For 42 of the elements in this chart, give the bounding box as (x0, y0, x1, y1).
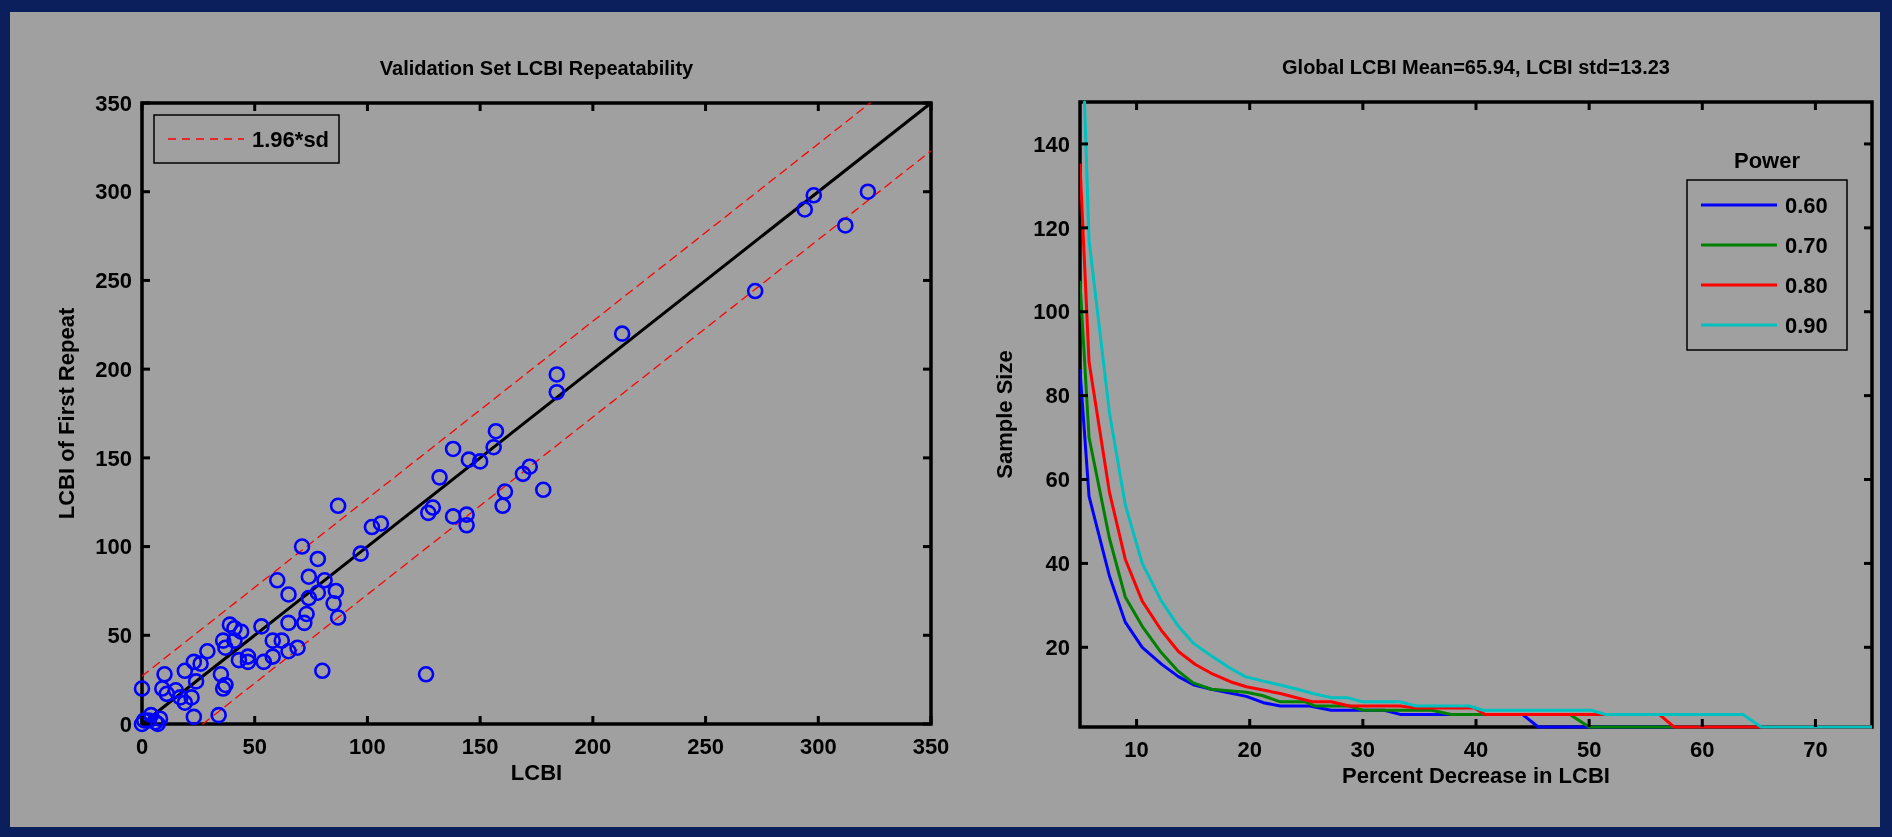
x-tick-label: 40 (1463, 737, 1489, 762)
y-tick-label: 140 (1033, 131, 1070, 157)
x-tick-label: 70 (1803, 737, 1828, 762)
y-tick-label: 20 (1045, 635, 1070, 660)
x-tick-label: 250 (687, 734, 724, 759)
x-tick-label: 50 (242, 734, 267, 759)
y-tick-label: 50 (107, 622, 132, 648)
y-tick-label: 120 (1033, 215, 1070, 241)
y-tick-label: 100 (95, 534, 132, 560)
legend-label: 0.70 (1785, 232, 1828, 258)
x-tick-label: 350 (912, 734, 950, 759)
chart-title: Validation Set LCBI Repeatability (379, 57, 695, 79)
x-tick-label: 200 (574, 734, 612, 759)
y-tick-label: 150 (95, 445, 132, 471)
legend-label: 0.80 (1785, 272, 1828, 298)
x-tick-label: 150 (461, 734, 499, 759)
y-tick-label: 200 (95, 356, 132, 382)
x-tick-label: 300 (799, 734, 837, 759)
x-tick-label: 100 (349, 734, 386, 759)
x-tick-label: 30 (1350, 737, 1376, 762)
y-tick-label: 80 (1045, 383, 1070, 409)
y-tick-label: 100 (1033, 299, 1070, 325)
legend-title: Power (1733, 148, 1801, 173)
x-axis-title: Percent Decrease in LCBI (1342, 763, 1610, 788)
y-tick-label: 350 (95, 90, 132, 116)
legend-label: 1.96*sd (252, 126, 330, 152)
y-tick-label: 0 (119, 711, 132, 737)
x-tick-label: 20 (1237, 737, 1262, 762)
y-axis-title: Sample Size (992, 350, 1017, 479)
x-tick-label: 0 (135, 734, 149, 759)
y-axis-title: LCBI of First Repeat (54, 307, 79, 520)
y-tick-label: 60 (1045, 467, 1070, 493)
y-tick-label: 250 (95, 268, 132, 294)
x-tick-label: 10 (1124, 737, 1149, 762)
legend-label: 0.90 (1785, 312, 1828, 338)
y-tick-label: 300 (95, 179, 132, 205)
x-tick-label: 60 (1690, 737, 1715, 762)
y-tick-label: 40 (1045, 551, 1070, 577)
chart-title: Global LCBI Mean=65.94, LCBI std=13.23 (1282, 56, 1670, 78)
x-tick-label: 50 (1576, 737, 1602, 762)
x-axis-title: LCBI (510, 760, 563, 785)
legend-label: 0.60 (1785, 192, 1828, 218)
